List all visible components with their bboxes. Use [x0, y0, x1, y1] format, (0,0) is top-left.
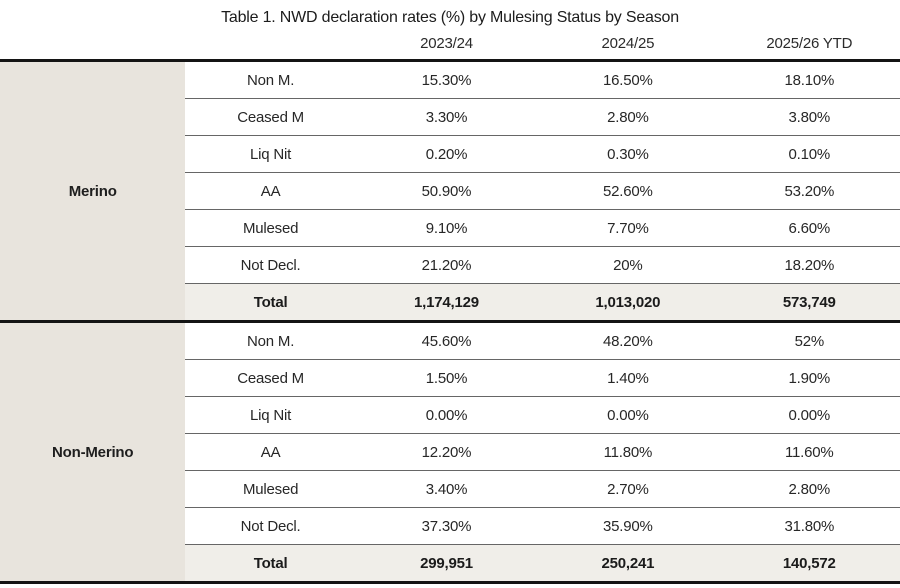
table-row: Ceased M 1.50% 1.40% 1.90%: [0, 359, 900, 397]
value-cell: 31.80%: [718, 507, 900, 545]
row-label-cell: Not Decl.: [185, 507, 356, 545]
value-cell: 53.20%: [718, 172, 900, 210]
total-value-cell: 299,951: [355, 544, 538, 583]
total-value-cell: 1,174,129: [355, 283, 538, 322]
value-cell: 52.60%: [537, 172, 719, 210]
value-cell: 3.30%: [355, 98, 538, 136]
value-cell: 2.80%: [537, 98, 719, 136]
value-cell: 2.70%: [537, 470, 719, 508]
row-label-cell: Liq Nit: [185, 396, 356, 434]
value-cell: 2.80%: [718, 470, 900, 508]
total-label-cell: Total: [185, 283, 356, 322]
value-cell: 11.80%: [537, 433, 719, 471]
row-label-cell: Mulesed: [185, 470, 356, 508]
value-cell: 21.20%: [355, 246, 538, 284]
value-cell: 52%: [718, 320, 900, 360]
column-header-2024-25: 2024/25: [537, 27, 719, 62]
merino-section: Merino Non M. 15.30% 16.50% 18.10% Cease…: [0, 60, 900, 322]
column-header-2025-26-ytd: 2025/26 YTD: [718, 27, 900, 62]
category-cell-non-merino: Non-Merino: [0, 320, 186, 583]
value-cell: 1.90%: [718, 359, 900, 397]
row-label-cell: Ceased M: [185, 359, 356, 397]
value-cell: 3.40%: [355, 470, 538, 508]
value-cell: 45.60%: [355, 320, 538, 360]
value-cell: 18.20%: [718, 246, 900, 284]
category-cell-merino: Merino: [0, 60, 186, 322]
table-row: Liq Nit 0.00% 0.00% 0.00%: [0, 396, 900, 434]
table-row: Liq Nit 0.20% 0.30% 0.10%: [0, 135, 900, 173]
value-cell: 12.20%: [355, 433, 538, 471]
table-row: AA 50.90% 52.60% 53.20%: [0, 172, 900, 210]
total-value-cell: 1,013,020: [537, 283, 719, 322]
value-cell: 16.50%: [537, 60, 719, 99]
total-value-cell: 140,572: [718, 544, 900, 583]
value-cell: 0.00%: [537, 396, 719, 434]
value-cell: 37.30%: [355, 507, 538, 545]
value-cell: 1.40%: [537, 359, 719, 397]
table-row: Not Decl. 37.30% 35.90% 31.80%: [0, 507, 900, 545]
total-row-non-merino: Total 299,951 250,241 140,572: [0, 544, 900, 583]
row-label-cell: Mulesed: [185, 209, 356, 247]
header-row: 2023/24 2024/25 2025/26 YTD: [0, 27, 900, 62]
table-title: Table 1. NWD declaration rates (%) by Mu…: [221, 9, 679, 26]
table-row: Ceased M 3.30% 2.80% 3.80%: [0, 98, 900, 136]
value-cell: 0.30%: [537, 135, 719, 173]
non-merino-section: Non-Merino Non M. 45.60% 48.20% 52% Ceas…: [0, 320, 900, 583]
value-cell: 1.50%: [355, 359, 538, 397]
value-cell: 0.00%: [718, 396, 900, 434]
total-value-cell: 250,241: [537, 544, 719, 583]
value-cell: 15.30%: [355, 60, 538, 99]
row-label-cell: AA: [185, 433, 356, 471]
table-row: AA 12.20% 11.80% 11.60%: [0, 433, 900, 471]
nwd-declaration-table: 2023/24 2024/25 2025/26 YTD Merino Non M…: [0, 27, 900, 584]
total-row-merino: Total 1,174,129 1,013,020 573,749: [0, 283, 900, 322]
value-cell: 20%: [537, 246, 719, 284]
value-cell: 50.90%: [355, 172, 538, 210]
row-label-cell: Not Decl.: [185, 246, 356, 284]
total-value-cell: 573,749: [718, 283, 900, 322]
column-header-2023-24: 2023/24: [355, 27, 538, 62]
table-row: Not Decl. 21.20% 20% 18.20%: [0, 246, 900, 284]
row-label-cell: AA: [185, 172, 356, 210]
table-row: Mulesed 3.40% 2.70% 2.80%: [0, 470, 900, 508]
value-cell: 0.20%: [355, 135, 538, 173]
total-label-cell: Total: [185, 544, 356, 583]
row-label-cell: Non M.: [185, 60, 356, 99]
value-cell: 6.60%: [718, 209, 900, 247]
value-cell: 0.00%: [355, 396, 538, 434]
value-cell: 0.10%: [718, 135, 900, 173]
value-cell: 11.60%: [718, 433, 900, 471]
value-cell: 48.20%: [537, 320, 719, 360]
header-spacer: [0, 27, 356, 62]
value-cell: 7.70%: [537, 209, 719, 247]
row-label-cell: Ceased M: [185, 98, 356, 136]
table-row: Non-Merino Non M. 45.60% 48.20% 52%: [0, 320, 900, 583]
value-cell: 9.10%: [355, 209, 538, 247]
value-cell: 18.10%: [718, 60, 900, 99]
row-label-cell: Liq Nit: [185, 135, 356, 173]
table-row: Merino Non M. 15.30% 16.50% 18.10%: [0, 60, 900, 322]
table-row: Mulesed 9.10% 7.70% 6.60%: [0, 209, 900, 247]
row-label-cell: Non M.: [185, 320, 356, 360]
table-header: 2023/24 2024/25 2025/26 YTD: [0, 27, 900, 62]
value-cell: 3.80%: [718, 98, 900, 136]
value-cell: 35.90%: [537, 507, 719, 545]
